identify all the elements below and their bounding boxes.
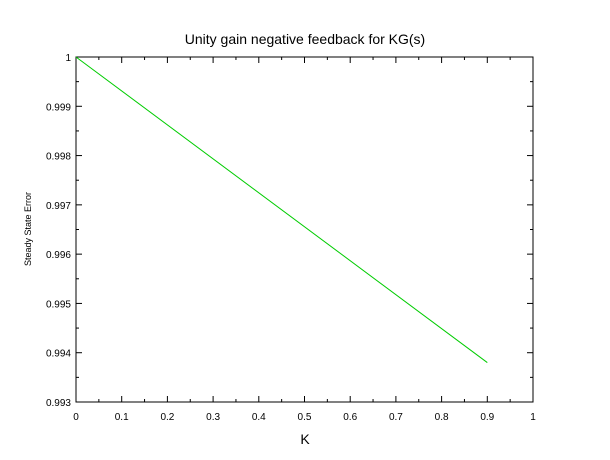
y-tick-label: 0.998 (46, 152, 71, 163)
x-tick-label: 0.3 (206, 412, 220, 423)
x-tick-label: 0.4 (252, 412, 266, 423)
y-tick-label: 0.996 (46, 250, 71, 261)
x-tick-label: 0.8 (435, 412, 449, 423)
plot-frame (75, 56, 534, 403)
y-tick-label: 0.994 (46, 349, 71, 360)
x-axis-label: K (300, 431, 310, 447)
y-tick-label: 0.999 (46, 102, 71, 113)
x-tick-label: 0.1 (115, 412, 129, 423)
x-tick-label: 0 (73, 412, 79, 423)
y-tick-label: 0.997 (46, 201, 71, 212)
x-tick-label: 0.6 (343, 412, 357, 423)
chart-title: Unity gain negative feedback for KG(s) (185, 31, 425, 47)
y-tick-label: 0.995 (46, 299, 71, 310)
y-axis-label: Steady State Error (23, 192, 33, 266)
y-tick-label: 1 (65, 53, 71, 64)
x-tick-label: 0.7 (389, 412, 403, 423)
y-tick-label: 0.993 (46, 398, 71, 409)
x-tick-label: 0.2 (160, 412, 174, 423)
x-tick-label: 1 (530, 412, 536, 423)
series-line-0 (75, 56, 488, 363)
x-tick-label: 0.9 (480, 412, 494, 423)
x-tick-label: 0.5 (298, 412, 312, 423)
chart-marks: 0 0.1 0.2 0.3 0.4 0.5 0.6 0.7 0.8 0.9 1 0.993 0.994 0… (46, 53, 536, 423)
